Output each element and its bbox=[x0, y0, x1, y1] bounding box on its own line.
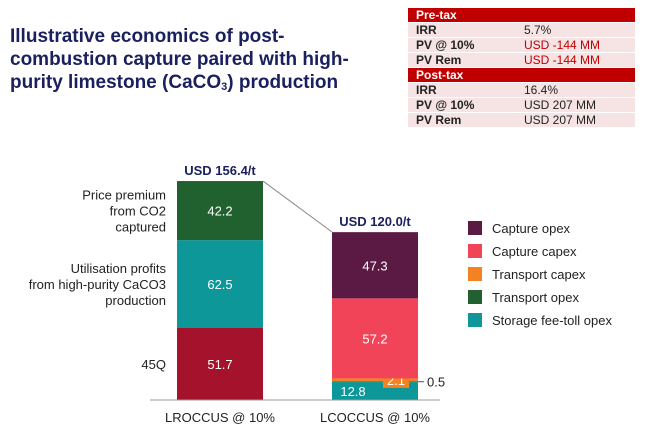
side-label: Price premium bbox=[82, 188, 166, 203]
category-label: LCOCCUS @ 10% bbox=[320, 410, 430, 425]
posttax-pvrem-value: USD 207 MM bbox=[516, 112, 635, 128]
pretax-irr-value: 5.7% bbox=[516, 22, 635, 38]
bar-segment-45q bbox=[177, 327, 263, 400]
bar-segment-price-premium bbox=[177, 181, 263, 241]
posttax-header-row: Post-tax bbox=[408, 67, 635, 83]
legend-swatch-capture-opex bbox=[468, 221, 482, 235]
title-text-end: ) production bbox=[227, 71, 339, 93]
connector-line bbox=[262, 180, 333, 233]
title-subscript: 3 bbox=[221, 80, 228, 93]
legend-swatch-transport-capex bbox=[468, 267, 482, 281]
legend-swatch-capture-capex bbox=[468, 244, 482, 258]
legend-label: Capture capex bbox=[492, 244, 577, 259]
posttax-header: Post-tax bbox=[408, 67, 635, 83]
total-label: USD 156.4/t bbox=[184, 163, 256, 178]
pretax-header-row: Pre-tax bbox=[408, 8, 635, 23]
table-row: IRR 5.7% bbox=[408, 22, 635, 38]
table-row: PV @ 10% USD -144 MM bbox=[408, 37, 635, 53]
bar-segment-capture-capex bbox=[332, 298, 418, 379]
title-text: Illustrative economics of post-combustio… bbox=[10, 26, 349, 93]
bar-segment-utilisation-profits bbox=[177, 240, 263, 328]
posttax-pvrem-label: PV Rem bbox=[408, 112, 516, 128]
pretax-pvrem-label: PV Rem bbox=[408, 52, 516, 68]
table-row: PV @ 10% USD 207 MM bbox=[408, 97, 635, 113]
pretax-pvrem-value: USD -144 MM bbox=[516, 52, 635, 68]
bar-segment-transport-capex bbox=[332, 378, 418, 382]
legend-label: Storage fee-toll opex bbox=[492, 313, 612, 328]
legend-swatch-storage-fee-toll-opex bbox=[468, 313, 482, 327]
legend-label: Capture opex bbox=[492, 221, 571, 236]
data-label: 51.7 bbox=[207, 357, 232, 372]
legend-label: Transport capex bbox=[492, 267, 586, 282]
data-label: 57.2 bbox=[362, 331, 387, 346]
pretax-irr-label: IRR bbox=[408, 22, 516, 38]
legend-swatch-transport-opex bbox=[468, 290, 482, 304]
data-label: 62.5 bbox=[207, 277, 232, 292]
table-row: PV Rem USD 207 MM bbox=[408, 112, 635, 128]
posttax-pv-value: USD 207 MM bbox=[516, 97, 635, 113]
financials-table: Pre-tax IRR 5.7% PV @ 10% USD -144 MM PV R… bbox=[408, 8, 635, 128]
data-label: 47.3 bbox=[362, 258, 387, 273]
table-row: PV Rem USD -144 MM bbox=[408, 52, 635, 68]
side-label: from high-purity CaCO3 bbox=[29, 277, 166, 292]
total-label: USD 120.0/t bbox=[339, 214, 411, 229]
posttax-irr-label: IRR bbox=[408, 82, 516, 98]
side-label: captured bbox=[115, 220, 166, 235]
side-label: from CO2 bbox=[110, 204, 166, 219]
legend-label: Transport opex bbox=[492, 290, 579, 305]
pretax-pv-value: USD -144 MM bbox=[516, 37, 635, 53]
category-label: LROCCUS @ 10% bbox=[165, 410, 275, 425]
bar-segment-transport-opex bbox=[332, 381, 418, 383]
side-label: 45Q bbox=[141, 357, 166, 372]
pretax-header: Pre-tax bbox=[408, 8, 635, 23]
pretax-section: Pre-tax IRR 5.7% PV @ 10% USD -144 MM PV R… bbox=[408, 8, 635, 68]
posttax-pv-label: PV @ 10% bbox=[408, 97, 516, 113]
pretax-pv-label: PV @ 10% bbox=[408, 37, 516, 53]
bar-segment-capture-opex bbox=[332, 232, 418, 299]
table-row: IRR 16.4% bbox=[408, 82, 635, 98]
page-title: Illustrative economics of post-combustio… bbox=[10, 26, 390, 94]
data-label: 0.5 bbox=[427, 375, 445, 390]
side-label: production bbox=[105, 293, 166, 308]
data-label: 12.8 bbox=[340, 384, 365, 399]
posttax-section: Post-tax IRR 16.4% PV @ 10% USD 207 MM PV … bbox=[408, 67, 635, 128]
posttax-irr-value: 16.4% bbox=[516, 82, 635, 98]
data-label: 42.2 bbox=[207, 204, 232, 219]
side-label: Utilisation profits bbox=[71, 261, 167, 276]
